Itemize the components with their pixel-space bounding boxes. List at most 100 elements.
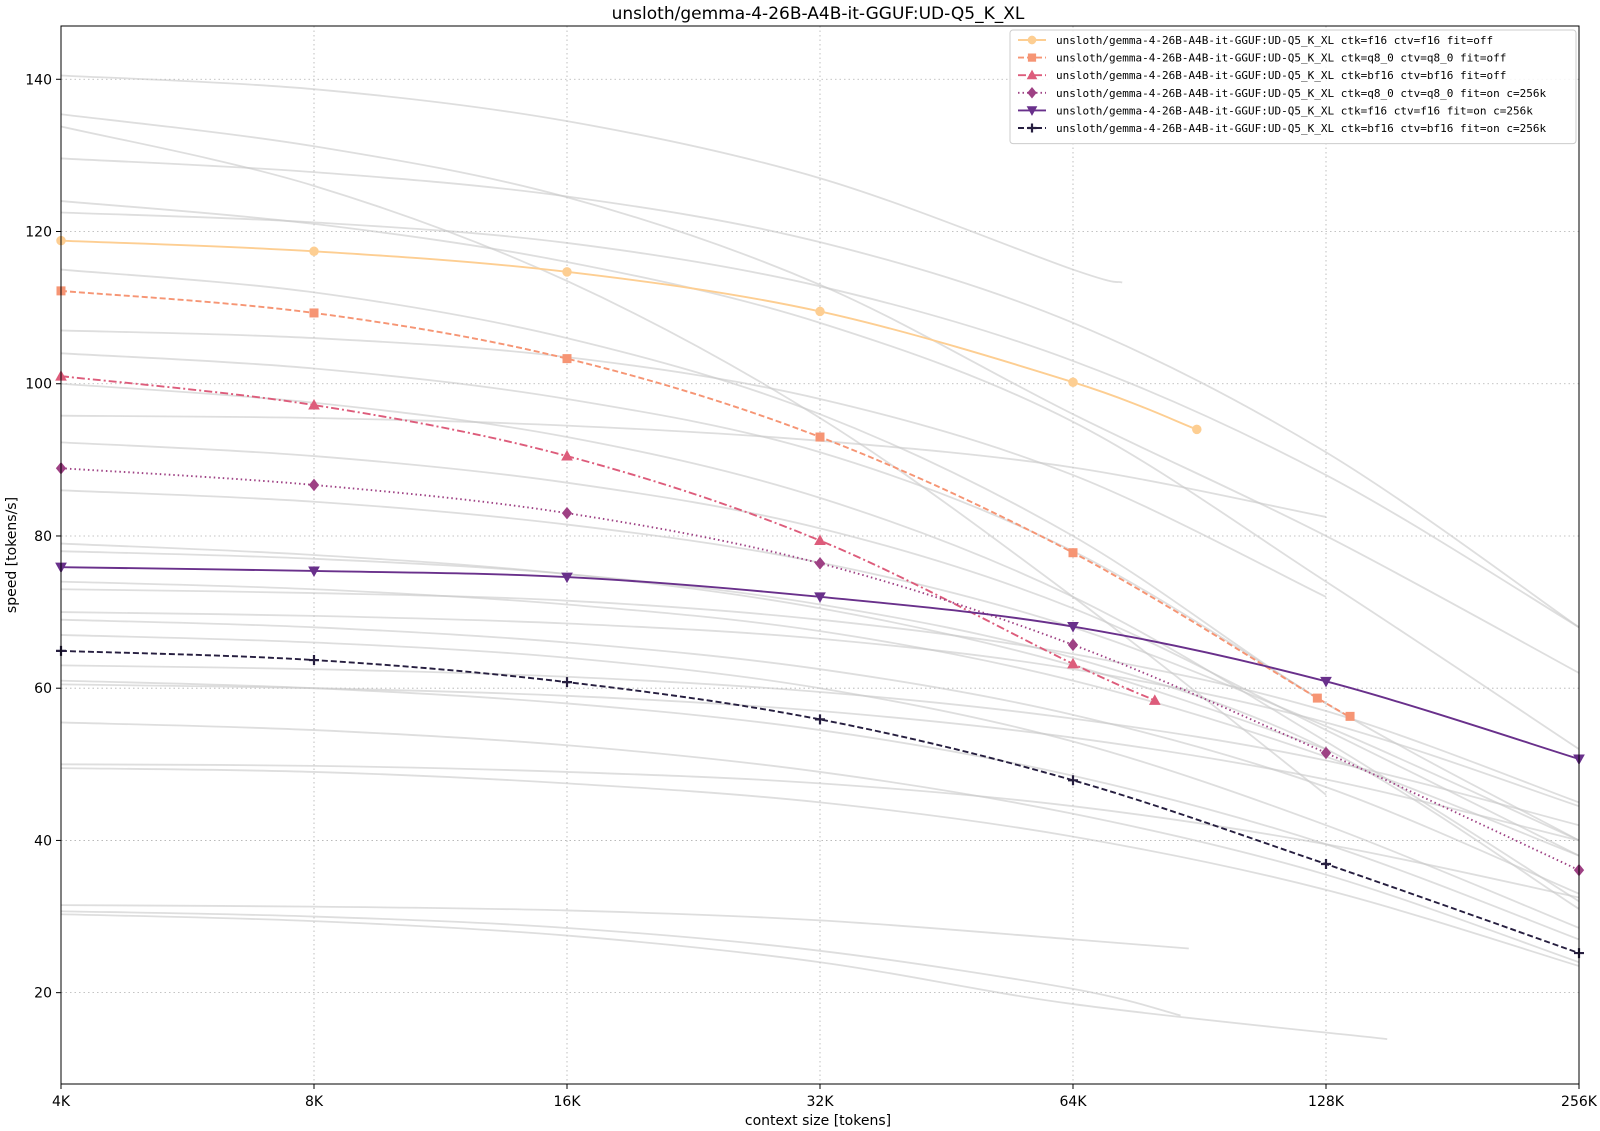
background-line xyxy=(60,74,1123,284)
data-point xyxy=(1068,548,1078,558)
background-line xyxy=(60,913,1388,1040)
data-point xyxy=(1067,657,1079,669)
data-point xyxy=(1068,377,1078,387)
background-line xyxy=(60,200,1580,750)
legend-entry: unsloth/gemma-4-26B-A4B-it-GGUF:UD-Q5_K_… xyxy=(1018,87,1546,100)
x-axis-ticks: 4K 8K 16K 32K 64K 128K 256K xyxy=(52,1084,1598,1110)
background-line xyxy=(60,329,1327,598)
data-point xyxy=(814,592,826,603)
data-point xyxy=(308,399,320,410)
background-line xyxy=(60,113,1580,674)
series-6 xyxy=(56,645,1584,959)
y-axis-ticks: 20 40 60 80 100 120 140 xyxy=(25,72,61,1002)
x-tick-label: 16K xyxy=(554,1094,582,1110)
data-point xyxy=(308,566,320,578)
background-line xyxy=(60,157,1580,629)
background-line xyxy=(60,125,1327,796)
legend-label: unsloth/gemma-4-26B-A4B-it-GGUF:UD-Q5_K_… xyxy=(1056,69,1506,82)
legend-entry: unsloth/gemma-4-26B-A4B-it-GGUF:UD-Q5_K_… xyxy=(1018,69,1506,82)
data-point xyxy=(814,534,826,546)
chart-title: unsloth/gemma-4-26B-A4B-it-GGUF:UD-Q5_K_… xyxy=(612,4,1025,24)
series-line xyxy=(60,375,1156,702)
background-line xyxy=(60,767,1580,967)
background-line xyxy=(60,763,1580,899)
series-lines xyxy=(55,235,1585,959)
x-tick-label: 128K xyxy=(1308,1094,1345,1110)
background-line xyxy=(60,441,1580,857)
x-tick-label: 32K xyxy=(807,1094,835,1110)
legend-entry: unsloth/gemma-4-26B-A4B-it-GGUF:UD-Q5_K_… xyxy=(1018,104,1533,117)
data-point xyxy=(562,267,572,277)
data-point xyxy=(1027,35,1037,45)
legend-label: unsloth/gemma-4-26B-A4B-it-GGUF:UD-Q5_K_… xyxy=(1056,52,1506,65)
y-tick-label: 60 xyxy=(34,681,52,697)
background-line xyxy=(60,588,1580,804)
data-point xyxy=(1026,69,1038,80)
data-point xyxy=(1027,53,1037,62)
data-point xyxy=(562,354,572,364)
y-tick-label: 120 xyxy=(25,225,52,241)
data-point xyxy=(1027,123,1037,133)
y-tick-label: 100 xyxy=(25,377,52,393)
data-point xyxy=(1148,694,1161,705)
data-point xyxy=(1312,693,1322,703)
legend-label: unsloth/gemma-4-26B-A4B-it-GGUF:UD-Q5_K_… xyxy=(1056,104,1533,117)
background-line xyxy=(60,542,1327,750)
legend-label: unsloth/gemma-4-26B-A4B-it-GGUF:UD-Q5_K_… xyxy=(1056,122,1546,135)
data-point xyxy=(1321,859,1331,870)
data-point xyxy=(1026,106,1038,116)
data-point xyxy=(1192,424,1202,435)
legend-label: unsloth/gemma-4-26B-A4B-it-GGUF:UD-Q5_K_… xyxy=(1056,87,1546,100)
legend-box xyxy=(1009,29,1577,145)
background-line xyxy=(60,721,1580,964)
data-point xyxy=(1068,775,1078,786)
data-point xyxy=(561,506,573,520)
background-line xyxy=(60,611,1580,808)
y-tick-label: 140 xyxy=(25,72,52,88)
legend-entry: unsloth/gemma-4-26B-A4B-it-GGUF:UD-Q5_K_… xyxy=(1018,122,1546,135)
data-point xyxy=(814,557,826,570)
data-point xyxy=(561,572,573,584)
background-line xyxy=(60,211,1580,629)
background-line xyxy=(60,352,1327,705)
y-tick-label: 80 xyxy=(34,529,52,545)
data-point xyxy=(308,478,320,492)
data-point xyxy=(1067,638,1079,652)
data-point xyxy=(1345,711,1355,721)
data-point xyxy=(815,306,825,317)
x-axis-label: context size [tokens] xyxy=(745,1113,891,1129)
series-3 xyxy=(55,370,1161,705)
background-line xyxy=(60,664,1580,827)
y-tick-label: 40 xyxy=(34,833,52,849)
background-line xyxy=(60,634,1580,929)
y-tick-label: 20 xyxy=(34,986,52,1002)
background-line xyxy=(60,683,1580,842)
data-point xyxy=(1320,746,1332,760)
background-line xyxy=(60,618,1580,895)
data-point xyxy=(309,655,319,666)
data-point xyxy=(815,714,825,725)
data-point xyxy=(561,450,573,461)
background-line xyxy=(60,910,1181,1017)
data-point xyxy=(1027,87,1037,99)
data-point xyxy=(1067,622,1079,633)
data-point xyxy=(1320,676,1332,688)
data-point xyxy=(309,308,319,318)
legend: unsloth/gemma-4-26B-A4B-it-GGUF:UD-Q5_K_… xyxy=(1009,29,1577,145)
data-point xyxy=(815,432,825,442)
data-point xyxy=(309,246,319,257)
x-tick-label: 64K xyxy=(1060,1094,1088,1110)
background-line xyxy=(60,904,1189,950)
x-tick-label: 256K xyxy=(1561,1094,1598,1110)
legend-label: unsloth/gemma-4-26B-A4B-it-GGUF:UD-Q5_K_… xyxy=(1056,34,1493,47)
legend-entry: unsloth/gemma-4-26B-A4B-it-GGUF:UD-Q5_K_… xyxy=(1018,34,1493,47)
x-tick-label: 4K xyxy=(52,1094,71,1110)
series-1 xyxy=(56,235,1202,435)
background-line xyxy=(60,550,1580,910)
x-tick-label: 8K xyxy=(305,1094,324,1110)
background-line xyxy=(60,414,1327,518)
data-point xyxy=(562,677,572,688)
legend-entry: unsloth/gemma-4-26B-A4B-it-GGUF:UD-Q5_K_… xyxy=(1018,52,1506,65)
